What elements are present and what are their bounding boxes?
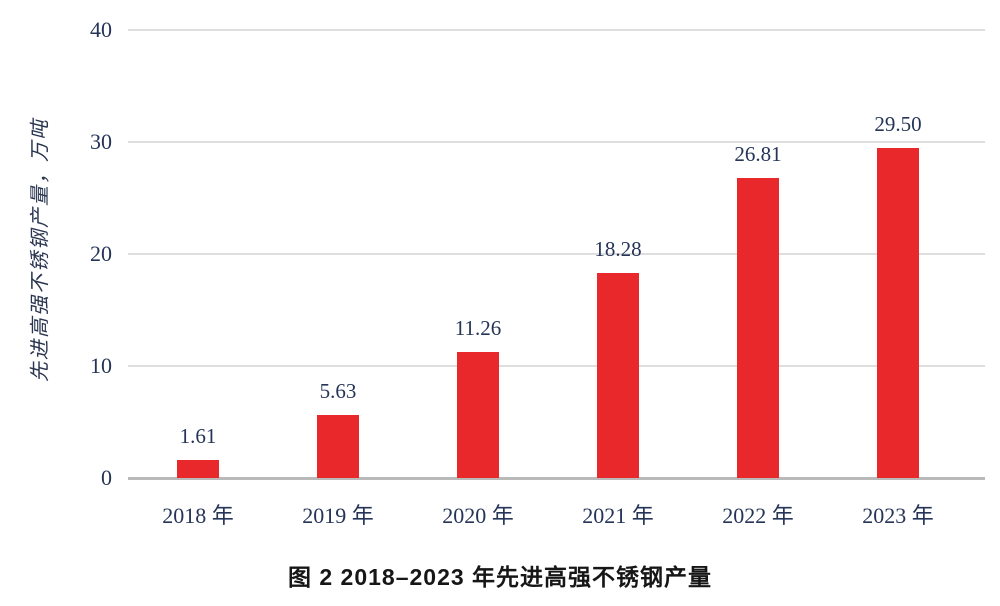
value-label-5: 29.50 [874,111,922,136]
bar-2019年 [317,414,359,478]
bar-2020年 [457,351,499,478]
x-tick-label-1: 2019 年 [302,503,374,528]
y-tick-label-30: 30 [90,129,112,154]
x-tick-label-4: 2022 年 [722,503,794,528]
x-tick-label-0: 2018 年 [162,503,234,528]
figure-caption: 图 2 2018–2023 年先进高强不锈钢产量 [287,564,713,590]
value-label-1: 5.63 [319,378,357,403]
bar-2018年 [177,459,219,478]
x-tick-label-3: 2021 年 [582,503,654,528]
gridline-10 [128,365,985,367]
value-label-4: 26.81 [734,141,782,166]
value-label-3: 18.28 [594,237,642,262]
x-axis-line [128,477,985,480]
y-tick-label-20: 20 [90,241,112,266]
y-tick-label-40: 40 [90,17,112,42]
y-tick-label-10: 10 [90,353,112,378]
value-label-2: 11.26 [454,315,502,340]
value-label-0: 1.61 [179,423,217,448]
gridline-40 [128,29,985,31]
bar-2023年 [877,147,919,478]
y-tick-label-0: 0 [101,465,112,490]
bar-2022年 [737,177,779,478]
x-tick-label-5: 2023 年 [862,503,934,528]
y-axis-title: 先进高强不锈钢产量，万吨 [29,118,52,382]
gridline-30 [128,141,985,143]
bar-2021年 [597,273,639,478]
gridline-20 [128,253,985,255]
x-tick-label-2: 2020 年 [442,503,514,528]
